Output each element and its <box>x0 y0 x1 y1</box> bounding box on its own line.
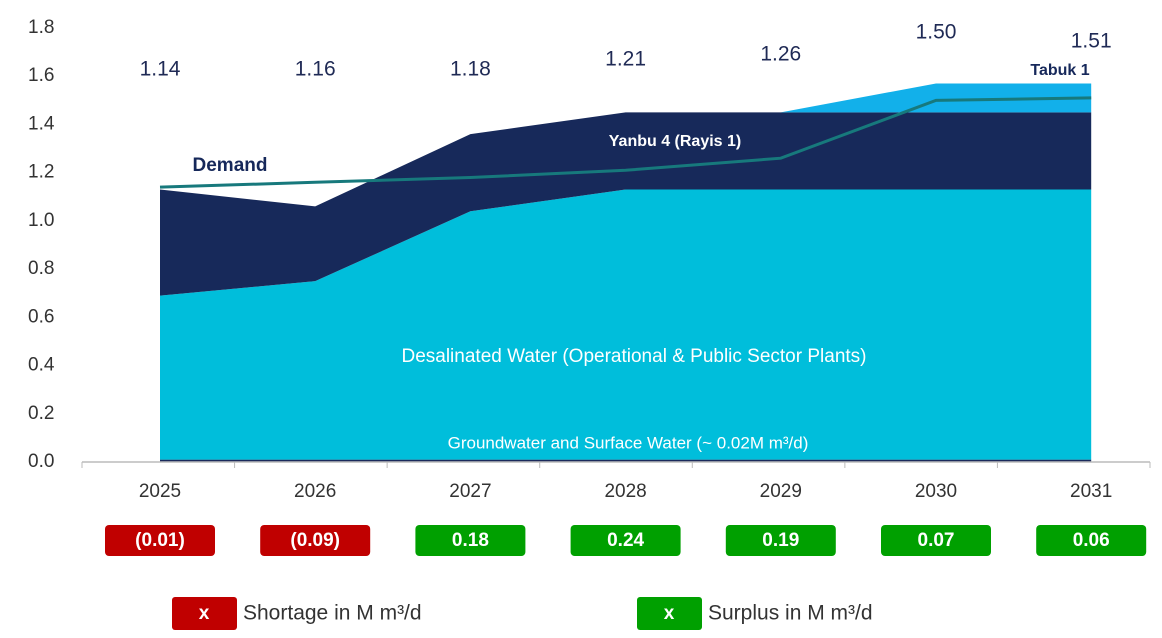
series-label: Tabuk 1 <box>1030 62 1089 79</box>
x-tick-label: 2030 <box>915 481 957 502</box>
value-label: 1.21 <box>605 48 646 71</box>
y-tick-label: 0.6 <box>28 306 54 327</box>
x-tick-label: 2025 <box>139 481 181 502</box>
balance-label: 0.24 <box>607 530 644 551</box>
x-tick-label: 2028 <box>604 481 646 502</box>
balance-label: 0.07 <box>918 530 955 551</box>
legend-label: Shortage in M m³/d <box>243 602 422 625</box>
balance-badge <box>881 525 991 556</box>
area <box>160 83 1092 207</box>
y-tick-label: 1.0 <box>28 210 54 231</box>
legend-label: Surplus in M m³/d <box>708 602 873 625</box>
value-label: 1.14 <box>140 58 181 81</box>
y-tick-label: 0.2 <box>28 403 54 424</box>
x-tick-label: 2029 <box>760 481 802 502</box>
y-tick-label: 0.0 <box>28 451 54 472</box>
legend-marker: x <box>664 603 675 624</box>
balance-badge <box>725 525 836 556</box>
value-label: 1.26 <box>760 43 801 66</box>
balance-badge <box>105 525 215 556</box>
y-tick-label: 1.8 <box>28 17 54 38</box>
demand-line <box>159 96 1092 189</box>
balance-badge <box>415 525 526 556</box>
balance-badge <box>570 525 681 556</box>
series-label: Yanbu 4 (Rayis 1) <box>609 133 742 150</box>
legend-swatch <box>637 597 702 630</box>
balance-badge <box>260 525 371 556</box>
area <box>160 189 1092 460</box>
balance-label: 0.19 <box>762 530 799 551</box>
value-label: 1.16 <box>295 58 336 81</box>
area <box>160 112 1092 296</box>
x-tick-label: 2026 <box>294 481 336 502</box>
balance-label: (0.01) <box>135 530 185 551</box>
x-tick-label: 2031 <box>1070 481 1112 502</box>
value-label: 1.18 <box>450 58 491 81</box>
balance-label: (0.09) <box>290 530 340 551</box>
x-tick-label: 2027 <box>449 481 491 502</box>
y-tick-label: 0.8 <box>28 258 54 279</box>
balance-label: 0.18 <box>452 530 489 551</box>
y-tick-label: 1.6 <box>28 65 54 86</box>
y-tick-label: 1.4 <box>28 113 55 134</box>
legend-swatch <box>172 597 237 630</box>
y-tick-label: 1.2 <box>28 162 54 183</box>
legend-marker: x <box>199 603 210 624</box>
series-label: Desalinated Water (Operational & Public … <box>401 346 866 367</box>
balance-badge <box>1036 525 1147 556</box>
balance-label: 0.06 <box>1073 530 1110 551</box>
value-label: 1.51 <box>1071 30 1112 53</box>
value-label: 1.50 <box>916 21 957 44</box>
demand-label: Demand <box>193 155 268 176</box>
series-label: Groundwater and Surface Water (~ 0.02M m… <box>448 433 809 452</box>
y-tick-label: 0.4 <box>28 355 55 376</box>
